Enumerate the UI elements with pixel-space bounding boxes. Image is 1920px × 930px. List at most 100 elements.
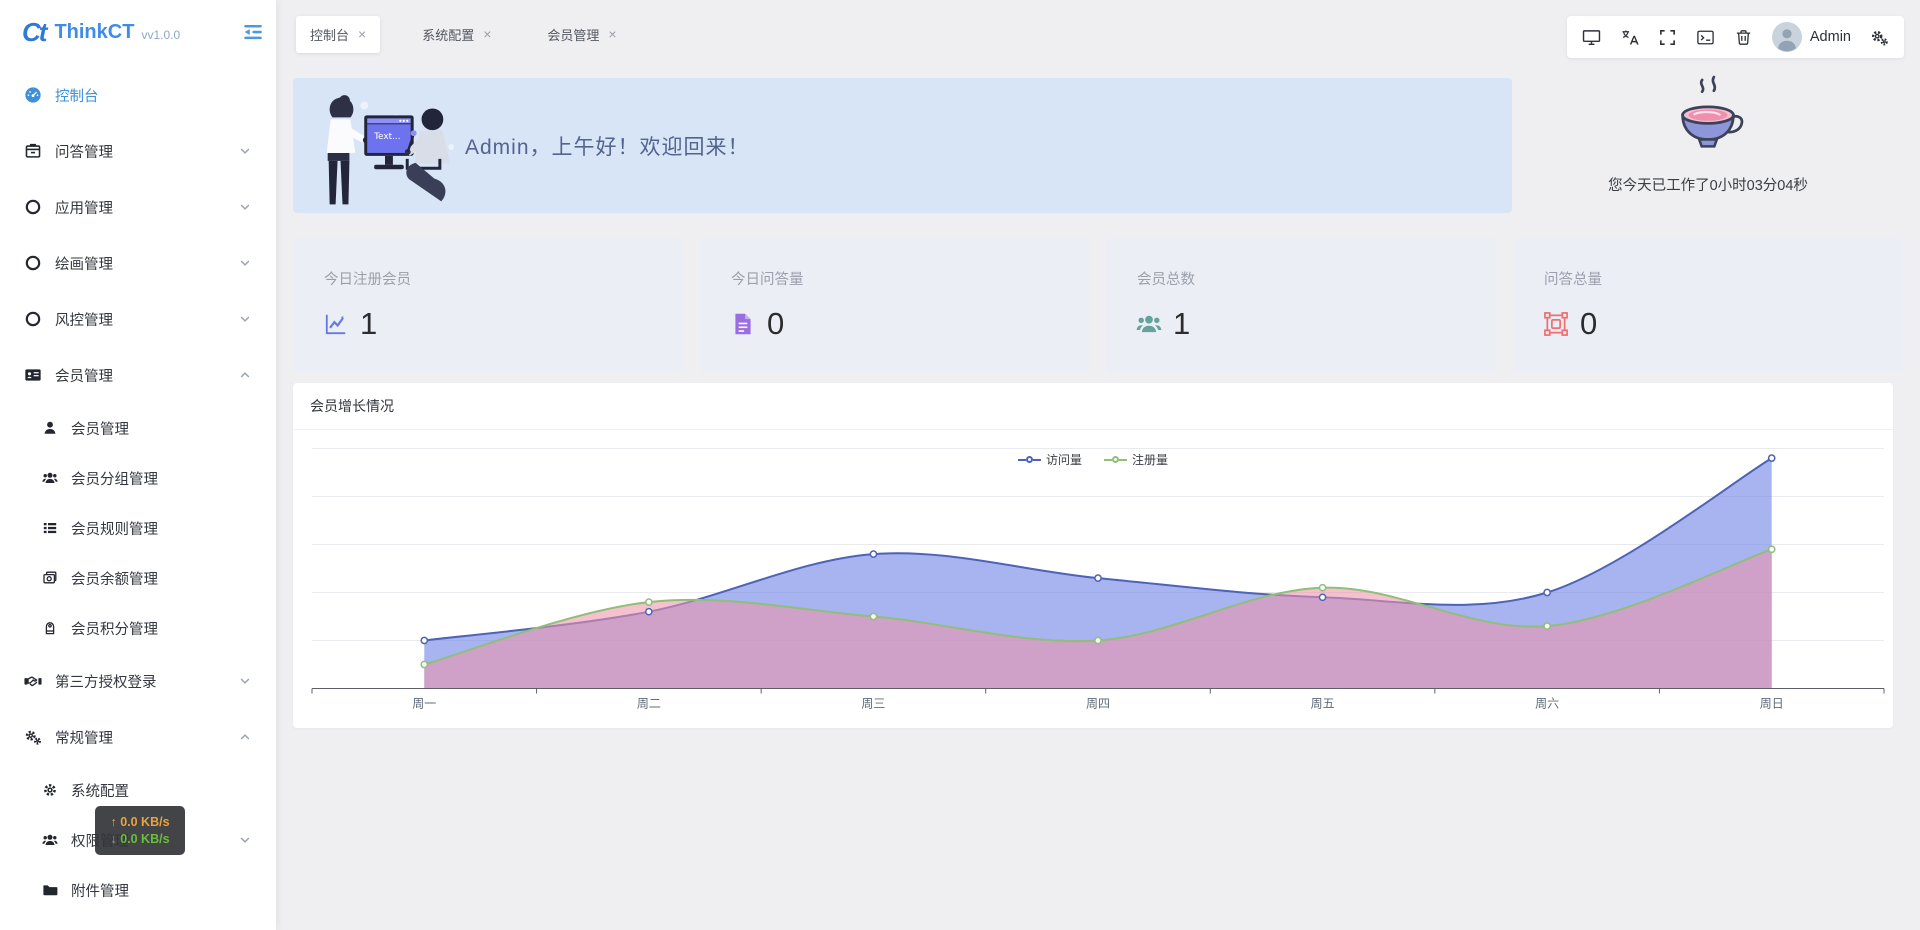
terminal-icon[interactable]: [1696, 28, 1715, 47]
chevron-down-icon: [238, 833, 252, 847]
cogs-icon: [24, 728, 42, 746]
money-icon: [42, 570, 58, 586]
sidebar-submenu: 会员管理会员分组管理会员规则管理 会员余额管理 会员积分管理: [0, 408, 276, 648]
chevron-down-icon: [238, 312, 252, 326]
sidebar-item[interactable]: 会员管理: [0, 352, 276, 398]
worktime-text: 您今天已工作了0小时03分04秒: [1608, 178, 1808, 194]
sidebar-item[interactable]: 会员积分管理: [0, 608, 276, 648]
translate-icon[interactable]: [1620, 28, 1639, 47]
stat-value-row: 1: [1136, 306, 1190, 342]
users-icon: [42, 470, 58, 486]
svg-text:周一: 周一: [412, 697, 436, 711]
sidebar-item[interactable]: 会员余额管理: [0, 558, 276, 598]
sidebar-item-label: 应用管理: [55, 200, 113, 217]
stat-value: 0: [1580, 306, 1598, 341]
app-title: ThinkCT: [54, 20, 135, 43]
stat-value: 1: [360, 306, 378, 341]
sidebar-item-label: 附件管理: [71, 883, 129, 900]
greeting-text: Admin，上午好！欢迎回来！: [465, 135, 750, 159]
tab-item[interactable]: 系统配置 ×: [408, 16, 505, 53]
stat-label: 今日问答量: [731, 272, 804, 288]
desktop-icon[interactable]: [1582, 28, 1601, 47]
sidebar-item-label: 问答管理: [55, 144, 113, 161]
circle-icon: [24, 254, 42, 272]
avatar: [1771, 22, 1802, 52]
tab-close-icon[interactable]: ×: [483, 26, 492, 42]
legend-item[interactable]: 访问量: [1017, 451, 1082, 468]
sidebar-collapse-icon[interactable]: [242, 21, 264, 43]
chevron-down-icon: [238, 144, 252, 158]
sidebar-item-label: 会员规则管理: [71, 521, 158, 538]
fullscreen-icon[interactable]: [1658, 28, 1677, 47]
upload-speed: ↑ 0.0 KB/s: [110, 815, 170, 829]
app-logo: Ct: [22, 16, 47, 47]
svg-text:周五: 周五: [1311, 697, 1335, 711]
sidebar-item-label: 绘画管理: [55, 256, 113, 273]
stat-value: 0: [767, 306, 785, 341]
header-toolbar: Admin: [1566, 16, 1904, 58]
sidebar-item-label: 会员积分管理: [71, 621, 158, 638]
sidebar-item[interactable]: 会员管理: [0, 408, 276, 448]
tab-bar: 控制台 × 系统配置 × 会员管理 ×: [296, 15, 631, 53]
tab-close-icon[interactable]: ×: [608, 26, 617, 42]
svg-text:周日: 周日: [1760, 697, 1784, 711]
chevron-up-icon: [238, 730, 252, 744]
sidebar: Ct ThinkCT vv1.0.0 控制台问答管理应用管理绘画管理风控管理会员…: [0, 0, 276, 930]
sidebar-item[interactable]: 应用管理: [0, 184, 276, 230]
sidebar-item[interactable]: 附件管理: [0, 870, 276, 910]
sidebar-item[interactable]: 控制台: [0, 72, 276, 118]
circle-icon: [24, 198, 42, 216]
folder-icon: [42, 882, 58, 898]
chevron-down-icon: [238, 200, 252, 214]
stat-card: 今日注册会员 1: [293, 238, 683, 372]
download-speed: ↓ 0.0 KB/s: [110, 832, 170, 846]
sidebar-item-label: 常规管理: [55, 730, 113, 747]
chevron-down-icon: [238, 674, 252, 688]
object-group-icon: [1543, 311, 1569, 337]
legend-label: 访问量: [1045, 453, 1082, 467]
circle-icon: [24, 310, 42, 328]
stat-label: 会员总数: [1137, 272, 1195, 288]
handshake-icon: [24, 672, 42, 690]
sidebar-item[interactable]: 常规管理: [0, 714, 276, 760]
sidebar-item[interactable]: 问答管理: [0, 128, 276, 174]
sidebar-item-label: 会员管理: [55, 368, 113, 385]
stat-card: 问答总量 0: [1513, 238, 1903, 372]
tab-label: 控制台: [310, 27, 350, 43]
tab-active[interactable]: 控制台 ×: [296, 15, 381, 53]
sidebar-item-label: 会员余额管理: [71, 571, 158, 588]
member-growth-card: 会员增长情况 访问量 注册量 周一 周二 周三 周四 周五 周六 周日: [293, 383, 1893, 728]
svg-text:周二: 周二: [637, 697, 661, 711]
legend-item[interactable]: 注册量: [1104, 451, 1168, 468]
sidebar-item[interactable]: 会员分组管理: [0, 458, 276, 498]
app-version: vv1.0.0: [141, 28, 181, 42]
sidebar-item[interactable]: 第三方授权登录: [0, 658, 276, 704]
sidebar-item[interactable]: 风控管理: [0, 296, 276, 342]
tab-close-icon[interactable]: ×: [358, 26, 367, 42]
score-icon: [42, 620, 58, 636]
sidebar-item[interactable]: 绘画管理: [0, 240, 276, 286]
coffee-cup-icon: [1681, 75, 1744, 148]
list-icon: [42, 520, 58, 536]
stat-card: 会员总数 1: [1106, 238, 1496, 372]
stat-label: 问答总量: [1544, 272, 1602, 288]
svg-text:周三: 周三: [861, 697, 885, 711]
stat-value-row: 0: [1543, 306, 1597, 342]
trash-icon[interactable]: [1734, 28, 1753, 47]
legend-marker: [1104, 456, 1127, 463]
user-icon: [42, 420, 58, 436]
sidebar-menu: 控制台 问答管理 应用管理 绘画管理 风控管理 会员管理 会员管理 会员分组管理 会员规则管理会…: [0, 64, 276, 930]
team-icon: [1136, 311, 1162, 337]
svg-text:Text...: Text...: [373, 132, 400, 142]
gears-icon[interactable]: [1870, 28, 1889, 47]
sidebar-item[interactable]: 系统配置: [0, 770, 276, 810]
people-computer-illustration: Text...: [326, 95, 455, 205]
tab-item[interactable]: 会员管理 ×: [533, 16, 630, 53]
sidebar-item[interactable]: 会员规则管理: [0, 508, 276, 548]
tab-label: 会员管理: [547, 27, 600, 43]
stat-value-row: 1: [323, 306, 377, 342]
chevron-up-icon: [238, 368, 252, 382]
chart-line-icon: [323, 311, 349, 337]
user-menu[interactable]: Admin: [1771, 22, 1851, 52]
chevron-down-icon: [238, 256, 252, 270]
